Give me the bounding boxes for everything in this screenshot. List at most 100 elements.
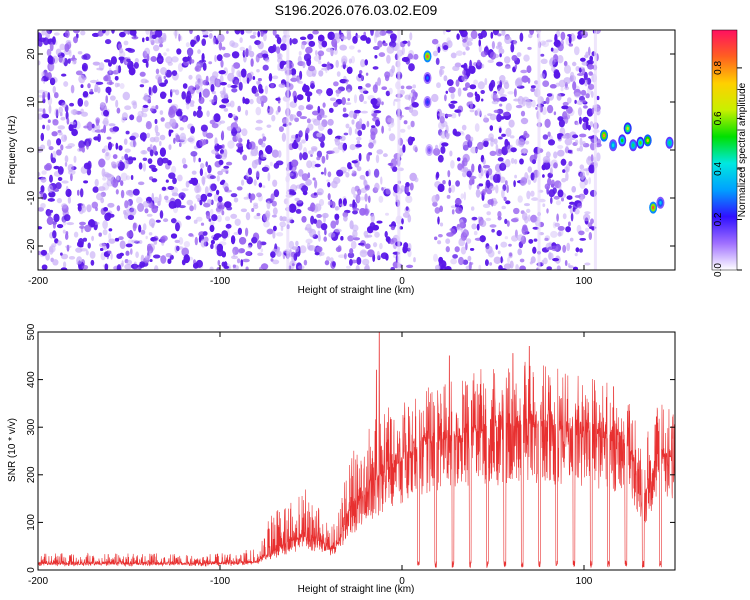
spectrogram-cell: [577, 34, 582, 40]
spectrogram-cell: [117, 82, 120, 87]
spectrogram-cell: [47, 119, 51, 123]
spectrogram-cell: [216, 248, 224, 257]
spectrogram-cell: [381, 101, 384, 106]
spectrogram-cell: [504, 159, 511, 168]
spectrogram-cell: [158, 36, 164, 45]
spectrogram-cell: [236, 258, 241, 264]
spectrogram-cell: [237, 227, 242, 235]
spectrogram-cell: [183, 241, 190, 248]
spectrogram-cell: [239, 46, 246, 51]
spectrogram-cell: [53, 213, 60, 223]
spectrogram-cell: [360, 110, 368, 114]
spectrogram-cell: [166, 48, 170, 52]
spectrogram-cell: [335, 246, 342, 253]
spectrogram-cell: [44, 164, 52, 171]
spectrogram-cell: [249, 50, 255, 58]
spectrogram-cell: [524, 203, 530, 207]
spectrogram-cell: [86, 140, 89, 150]
spectrogram-cell: [214, 233, 222, 238]
spectrogram-cell: [572, 34, 576, 41]
spectrogram-cell: [125, 47, 133, 52]
spectrogram-cell: [318, 90, 321, 96]
spectrogram-cell: [572, 81, 577, 91]
spectrogram-cell: [103, 171, 110, 178]
spectrogram-cell: [146, 213, 153, 217]
spectrogram-cell: [509, 260, 514, 269]
spectrogram-cell: [334, 137, 339, 143]
spectrogram-cell: [193, 154, 196, 163]
spectrogram-cell: [226, 161, 233, 166]
spectrogram-cell: [449, 150, 453, 157]
spectrogram-cell: [565, 145, 569, 150]
spectrogram-cell: [542, 80, 550, 87]
spectrogram-cell: [103, 110, 109, 117]
spectrogram-cell: [321, 119, 328, 128]
spectrogram-cell: [185, 215, 191, 220]
spectrogram-cell: [187, 55, 190, 62]
spectrogram-cell: [587, 83, 595, 90]
spectrogram-cell: [490, 31, 494, 39]
spectrogram-cell: [224, 201, 232, 209]
spectrogram-cell: [465, 46, 470, 51]
spectrogram-cell: [108, 141, 112, 151]
spectrogram-cell: [75, 247, 83, 253]
spectrogram-cell: [557, 226, 565, 231]
spectrogram-cell: [505, 127, 512, 137]
spectrogram-cell: [401, 57, 410, 62]
spectrogram-cell: [480, 169, 484, 177]
spectrogram-cell: [569, 237, 574, 242]
spectrogram-cell: [242, 258, 250, 263]
spectrogram-cell: [478, 264, 482, 270]
spectrogram-cell: [125, 250, 130, 256]
spectrogram-cell: [87, 242, 91, 249]
spectrogram-cell: [208, 33, 213, 39]
spectrogram-cell: [498, 48, 505, 55]
spectrogram-cell: [499, 127, 502, 134]
spectrogram-cell: [42, 124, 45, 130]
spectrogram-cell: [545, 151, 551, 158]
spectrogram-cell: [260, 154, 267, 160]
spectrogram-cell: [142, 150, 146, 155]
spectrogram-cell: [451, 113, 457, 119]
spectrogram-cell: [77, 204, 82, 212]
spectrogram-cell: [58, 132, 63, 136]
spectrogram-cell: [302, 61, 306, 69]
spectrogram-cell: [137, 203, 145, 212]
spectrogram-cell: [103, 124, 106, 134]
spectrogram-cell: [373, 168, 380, 178]
spectrogram-cell: [52, 150, 57, 159]
spectrogram-cell: [517, 248, 522, 256]
spectrogram-cell: [57, 224, 64, 229]
spectrogram-cell: [190, 125, 195, 134]
spectrogram-cell: [77, 51, 83, 55]
spectrogram-cell: [325, 153, 329, 160]
spectrogram-cell: [86, 204, 92, 213]
spectrogram-cell: [574, 253, 578, 257]
spectrogram-cell: [530, 256, 536, 264]
spectrogram-cell: [262, 136, 267, 142]
spectrogram-cell: [114, 76, 119, 81]
spectrogram-cell: [469, 84, 477, 90]
spectrogram-cell: [244, 98, 250, 105]
spectrogram-cell: [210, 208, 214, 216]
spectrogram-cell: [317, 123, 325, 132]
spectrogram-cell: [380, 252, 389, 259]
spectrogram-cell: [194, 236, 198, 246]
spectrogram-cell: [173, 30, 179, 36]
spectrogram-cell: [92, 61, 101, 66]
spectrogram-cell: [359, 208, 366, 216]
spectrogram-cell: [149, 137, 156, 143]
spectrogram-cell: [268, 73, 273, 82]
spectrogram-cell: [119, 47, 124, 54]
spectrogram-cell: [520, 117, 529, 125]
spectrogram-cell: [249, 50, 255, 58]
spectrogram-cell: [563, 77, 571, 85]
spectrogram-cell: [119, 31, 126, 38]
spectrogram-cell: [554, 222, 560, 227]
spectrogram-cell: [557, 133, 562, 140]
spectrogram-cell: [480, 51, 487, 58]
spectrogram-cell: [497, 41, 502, 47]
spectrogram-cell: [437, 240, 442, 245]
spectrogram-cell: [47, 198, 55, 202]
spectrogram-cell: [167, 98, 173, 104]
